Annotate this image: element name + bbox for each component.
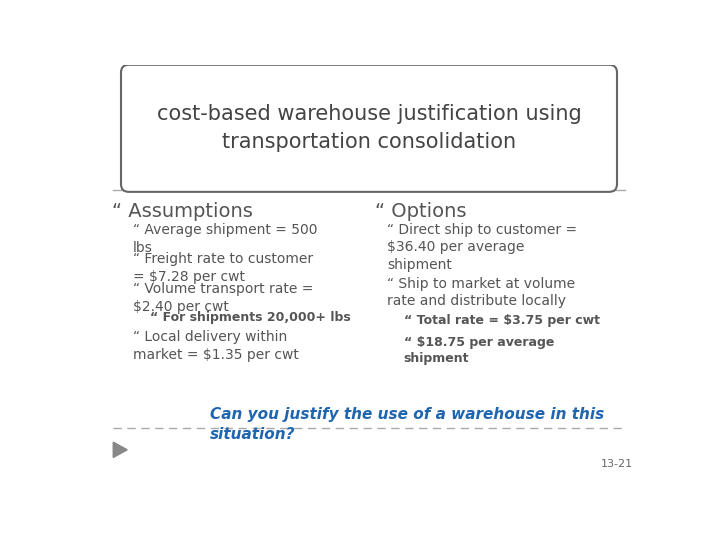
Text: 13-21: 13-21 <box>600 459 632 469</box>
FancyBboxPatch shape <box>121 65 617 192</box>
Text: “ Local delivery within
market = $1.35 per cwt: “ Local delivery within market = $1.35 p… <box>132 330 299 362</box>
Polygon shape <box>113 442 127 457</box>
Text: “ Freight rate to customer
= $7.28 per cwt: “ Freight rate to customer = $7.28 per c… <box>132 252 312 284</box>
Text: “ For shipments 20,000+ lbs: “ For shipments 20,000+ lbs <box>150 311 351 324</box>
Text: “ Assumptions: “ Assumptions <box>112 202 253 221</box>
Text: “ Total rate = $3.75 per cwt: “ Total rate = $3.75 per cwt <box>404 314 600 327</box>
Text: “ Direct ship to customer =
$36.40 per average
shipment: “ Direct ship to customer = $36.40 per a… <box>387 222 577 272</box>
Text: Can you justify the use of a warehouse in this
situation?: Can you justify the use of a warehouse i… <box>210 408 604 442</box>
Text: “ Average shipment = 500
lbs: “ Average shipment = 500 lbs <box>132 222 317 254</box>
Text: “ Options: “ Options <box>375 202 467 221</box>
Text: cost-based warehouse justification using
transportation consolidation: cost-based warehouse justification using… <box>157 104 581 152</box>
Text: “ Ship to market at volume
rate and distribute locally: “ Ship to market at volume rate and dist… <box>387 276 575 308</box>
Text: “ Volume transport rate =
$2.40 per cwt: “ Volume transport rate = $2.40 per cwt <box>132 282 313 314</box>
Text: “ $18.75 per average
shipment: “ $18.75 per average shipment <box>404 336 554 366</box>
